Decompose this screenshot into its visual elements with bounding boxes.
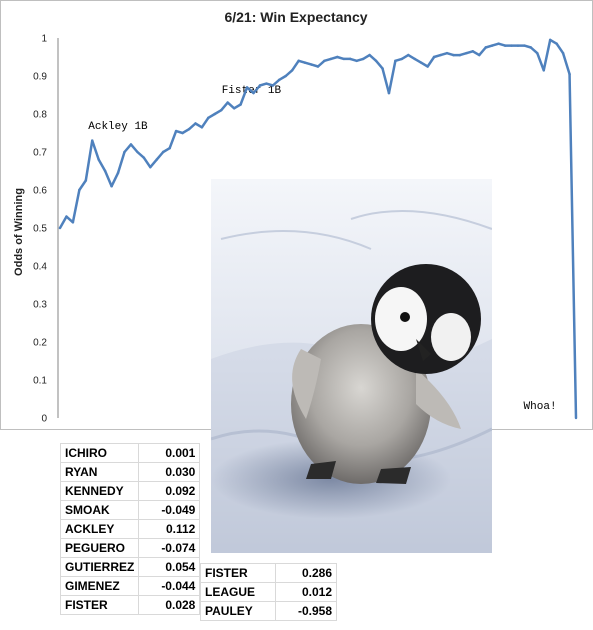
player-wpa-value: -0.074 bbox=[138, 538, 201, 558]
series-line-segment bbox=[149, 158, 158, 169]
player-wpa-value: -0.049 bbox=[138, 500, 201, 520]
player-name: SMOAK bbox=[59, 500, 140, 520]
series-line-segment bbox=[220, 101, 229, 112]
y-tick-label: 0.9 bbox=[33, 72, 47, 83]
player-wpa-value: 0.030 bbox=[138, 462, 201, 482]
player-name: LEAGUE bbox=[200, 582, 276, 602]
table-row: KENNEDY 0.092 bbox=[59, 481, 201, 501]
chart-title: 6/21: Win Expectancy bbox=[224, 9, 367, 25]
table-row: ICHIRO 0.001 bbox=[59, 443, 201, 463]
series-line-segment bbox=[561, 51, 571, 76]
series-line-segment bbox=[284, 69, 294, 78]
player-name: ICHIRO bbox=[59, 443, 140, 463]
player-name: GUTIERREZ bbox=[59, 557, 140, 577]
series-line-segment bbox=[387, 59, 397, 95]
series-line-segment bbox=[129, 143, 139, 154]
series-line-segment bbox=[555, 42, 565, 55]
table-row: SMOAK -0.049 bbox=[59, 500, 201, 520]
series-line-segment bbox=[168, 129, 178, 150]
series-line-segment bbox=[426, 55, 436, 68]
y-tick-labels: 0 0.1 0.2 0.3 0.4 0.5 0.6 0.7 0.8 0.9 1 bbox=[33, 34, 47, 425]
series-line-segment bbox=[316, 59, 326, 68]
series-line-segment bbox=[271, 78, 281, 87]
series-line-segment bbox=[245, 86, 255, 95]
player-name: KENNEDY bbox=[59, 481, 140, 501]
player-wpa-value: 0.001 bbox=[138, 443, 201, 463]
series-line-segment bbox=[187, 122, 197, 131]
y-tick-label: 0.3 bbox=[33, 300, 47, 311]
y-tick-label: 0.4 bbox=[33, 262, 47, 273]
series-line-segment bbox=[103, 169, 113, 188]
series-line-segment bbox=[110, 171, 120, 188]
player-wpa-table-left: ICHIRO 0.001 RYAN 0.030 KENNEDY 0.092 SMOAK -0.… bbox=[59, 443, 201, 615]
y-tick-label: 0.8 bbox=[33, 110, 47, 121]
y-tick-label: 0.6 bbox=[33, 186, 47, 197]
table-row: FISTER 0.286 bbox=[200, 563, 337, 583]
player-name: ACKLEY bbox=[59, 519, 140, 539]
player-name: FISTER bbox=[59, 595, 140, 615]
series-line-segment bbox=[536, 51, 545, 72]
series-line-segment bbox=[529, 46, 539, 55]
series-line-segment bbox=[155, 150, 165, 161]
y-tick-label: 0.7 bbox=[33, 148, 47, 159]
series-line-segment bbox=[368, 53, 378, 63]
series-line-segment bbox=[116, 150, 126, 175]
series-lines bbox=[58, 38, 578, 420]
series-line-segment bbox=[568, 72, 578, 420]
series-line-segment bbox=[123, 143, 133, 154]
table-row: GUTIERREZ 0.054 bbox=[59, 557, 201, 577]
table-row: PAULEY -0.958 bbox=[200, 601, 337, 621]
player-name: GIMENEZ bbox=[59, 576, 140, 596]
y-tick-label: 0.1 bbox=[33, 376, 47, 387]
annotation-label: Ackley 1B bbox=[88, 121, 148, 133]
series-line-segment bbox=[78, 179, 88, 192]
player-wpa-value: 0.092 bbox=[138, 481, 201, 501]
y-axis-label: Odds of Winning bbox=[13, 188, 25, 276]
series-line-segment bbox=[374, 59, 384, 70]
player-wpa-value: 0.028 bbox=[138, 595, 201, 615]
series-line-segment bbox=[58, 215, 68, 230]
table-row: PEGUERO -0.074 bbox=[59, 538, 201, 558]
series-line-segment bbox=[226, 101, 236, 110]
series-line-segment bbox=[542, 38, 552, 72]
player-wpa-value: 0.112 bbox=[138, 519, 201, 539]
table-row: FISTER 0.028 bbox=[59, 595, 201, 615]
player-name: PEGUERO bbox=[59, 538, 140, 558]
penguin-chick-photo bbox=[211, 179, 492, 553]
y-tick-label: 0 bbox=[41, 414, 47, 425]
player-name: PAULEY bbox=[200, 601, 276, 621]
table-row: RYAN 0.030 bbox=[59, 462, 201, 482]
player-wpa-table-right: FISTER 0.286 LEAGUE 0.012 PAULEY -0.958 bbox=[200, 563, 337, 621]
series-line-segment bbox=[142, 156, 152, 169]
player-name: RYAN bbox=[59, 462, 140, 482]
player-wpa-value: 0.286 bbox=[275, 563, 337, 583]
series-line-segment bbox=[381, 67, 391, 95]
player-wpa-value: -0.044 bbox=[138, 576, 201, 596]
series-line-segment bbox=[136, 150, 146, 159]
annotation-label: Whoa! bbox=[524, 401, 557, 413]
series-line-segment bbox=[252, 84, 262, 95]
series-line-segment bbox=[478, 46, 487, 57]
y-tick-label: 0.2 bbox=[33, 338, 47, 349]
series-line-segment bbox=[290, 59, 300, 72]
player-wpa-value: 0.012 bbox=[275, 582, 337, 602]
y-tick-label: 1 bbox=[41, 34, 47, 45]
player-name: FISTER bbox=[200, 563, 276, 583]
series-line-segment bbox=[200, 116, 210, 129]
win-expectancy-chart: 6/21: Win Expectancy Odds of Winning 0 0.… bbox=[13, 9, 578, 425]
series-line-segment bbox=[84, 139, 94, 182]
player-wpa-value: -0.958 bbox=[275, 601, 337, 621]
series-line-segment bbox=[239, 86, 249, 106]
series-line-segment bbox=[97, 158, 107, 173]
player-wpa-value: 0.054 bbox=[138, 557, 201, 577]
table-row: LEAGUE 0.012 bbox=[200, 582, 337, 602]
series-line-segment bbox=[91, 139, 100, 161]
table-row: GIMENEZ -0.044 bbox=[59, 576, 201, 596]
y-tick-label: 0.5 bbox=[33, 224, 47, 235]
series-line-segment bbox=[71, 188, 81, 224]
table-row: ACKLEY 0.112 bbox=[59, 519, 201, 539]
